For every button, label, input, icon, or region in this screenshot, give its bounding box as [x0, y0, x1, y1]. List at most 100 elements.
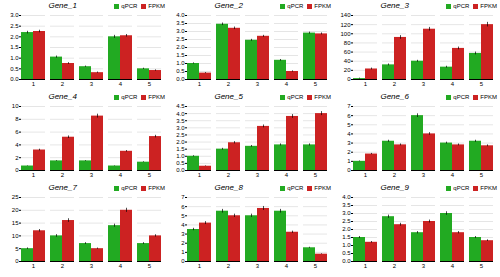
- svg-text:2.0: 2.0: [10, 34, 19, 40]
- svg-text:0: 0: [15, 258, 19, 264]
- svg-text:0.0: 0.0: [10, 76, 19, 82]
- svg-text:3: 3: [422, 81, 426, 87]
- svg-text:8: 8: [15, 116, 19, 122]
- svg-text:2: 2: [347, 149, 351, 155]
- svg-text:2: 2: [227, 81, 231, 87]
- svg-text:5: 5: [480, 81, 484, 87]
- svg-text:2.0: 2.0: [176, 139, 185, 145]
- svg-text:20: 20: [12, 207, 19, 213]
- svg-text:1: 1: [364, 81, 368, 87]
- svg-text:5: 5: [148, 172, 152, 178]
- svg-text:1: 1: [181, 249, 185, 255]
- svg-text:3: 3: [256, 263, 260, 269]
- svg-text:3: 3: [181, 231, 185, 237]
- svg-text:2.0: 2.0: [342, 226, 351, 232]
- svg-text:10: 10: [12, 103, 19, 109]
- svg-text:2: 2: [61, 263, 65, 269]
- svg-text:3.5: 3.5: [176, 118, 185, 124]
- svg-text:0.0: 0.0: [176, 76, 185, 82]
- svg-text:3: 3: [90, 172, 94, 178]
- svg-text:3: 3: [90, 263, 94, 269]
- svg-text:2.5: 2.5: [342, 218, 351, 224]
- svg-text:3.0: 3.0: [342, 210, 351, 216]
- svg-text:2: 2: [61, 172, 65, 178]
- svg-text:1: 1: [364, 172, 368, 178]
- svg-text:1: 1: [364, 263, 368, 269]
- svg-text:0: 0: [15, 167, 19, 173]
- svg-text:0.0: 0.0: [176, 167, 185, 173]
- svg-text:1: 1: [32, 172, 36, 178]
- svg-text:60: 60: [344, 49, 351, 55]
- svg-text:1.0: 1.0: [176, 60, 185, 66]
- svg-text:2.5: 2.5: [10, 23, 19, 29]
- svg-text:1: 1: [198, 172, 202, 178]
- svg-text:1: 1: [32, 263, 36, 269]
- svg-text:15: 15: [12, 220, 19, 226]
- svg-text:6: 6: [181, 204, 185, 210]
- svg-text:3: 3: [256, 81, 260, 87]
- svg-text:0: 0: [347, 76, 351, 82]
- svg-text:0.5: 0.5: [10, 66, 19, 72]
- svg-text:0.5: 0.5: [176, 68, 185, 74]
- svg-text:3: 3: [256, 172, 260, 178]
- svg-text:3: 3: [347, 140, 351, 146]
- svg-text:7: 7: [181, 194, 185, 200]
- svg-text:5: 5: [347, 122, 351, 128]
- svg-text:5: 5: [314, 172, 318, 178]
- svg-text:4: 4: [285, 263, 289, 269]
- svg-text:2.5: 2.5: [176, 132, 185, 138]
- svg-text:4: 4: [451, 172, 455, 178]
- svg-text:4.5: 4.5: [176, 103, 185, 109]
- svg-text:1.0: 1.0: [342, 242, 351, 248]
- svg-text:3.5: 3.5: [176, 20, 185, 26]
- svg-text:5: 5: [148, 263, 152, 269]
- svg-text:5: 5: [181, 213, 185, 219]
- svg-text:10: 10: [12, 233, 19, 239]
- svg-text:4: 4: [119, 172, 123, 178]
- svg-text:6: 6: [347, 113, 351, 119]
- svg-text:4: 4: [119, 81, 123, 87]
- svg-text:6: 6: [15, 129, 19, 135]
- svg-text:2: 2: [227, 172, 231, 178]
- svg-text:3.5: 3.5: [342, 202, 351, 208]
- svg-text:3: 3: [422, 172, 426, 178]
- svg-text:140: 140: [340, 12, 351, 18]
- svg-text:120: 120: [340, 22, 351, 28]
- svg-text:5: 5: [314, 81, 318, 87]
- svg-text:2.5: 2.5: [176, 36, 185, 42]
- svg-text:1.5: 1.5: [342, 234, 351, 240]
- svg-text:3.0: 3.0: [176, 125, 185, 131]
- svg-text:2.0: 2.0: [176, 44, 185, 50]
- svg-text:4: 4: [347, 131, 351, 137]
- svg-text:1: 1: [347, 158, 351, 164]
- svg-text:40: 40: [344, 58, 351, 64]
- svg-text:3.0: 3.0: [176, 28, 185, 34]
- svg-text:4: 4: [451, 81, 455, 87]
- svg-text:2: 2: [15, 155, 19, 161]
- svg-text:4: 4: [285, 172, 289, 178]
- svg-text:5: 5: [148, 81, 152, 87]
- svg-text:4.0: 4.0: [342, 194, 351, 200]
- svg-text:4.0: 4.0: [176, 12, 185, 18]
- svg-text:1.5: 1.5: [176, 52, 185, 58]
- svg-text:1: 1: [32, 81, 36, 87]
- svg-text:2: 2: [227, 263, 231, 269]
- svg-text:0.0: 0.0: [342, 258, 351, 264]
- svg-text:0.5: 0.5: [176, 160, 185, 166]
- svg-text:4: 4: [119, 263, 123, 269]
- svg-text:3.0: 3.0: [10, 12, 19, 18]
- svg-text:3: 3: [422, 263, 426, 269]
- svg-text:1.0: 1.0: [10, 55, 19, 61]
- svg-text:4: 4: [15, 142, 19, 148]
- svg-text:1.0: 1.0: [176, 153, 185, 159]
- svg-text:20: 20: [344, 67, 351, 73]
- svg-text:5: 5: [480, 172, 484, 178]
- svg-text:4: 4: [181, 222, 185, 228]
- svg-text:25: 25: [12, 194, 19, 200]
- svg-text:80: 80: [344, 40, 351, 46]
- svg-text:1.5: 1.5: [176, 146, 185, 152]
- svg-text:2: 2: [181, 240, 185, 246]
- svg-text:5: 5: [15, 246, 19, 252]
- svg-text:1: 1: [198, 263, 202, 269]
- svg-text:0: 0: [347, 167, 351, 173]
